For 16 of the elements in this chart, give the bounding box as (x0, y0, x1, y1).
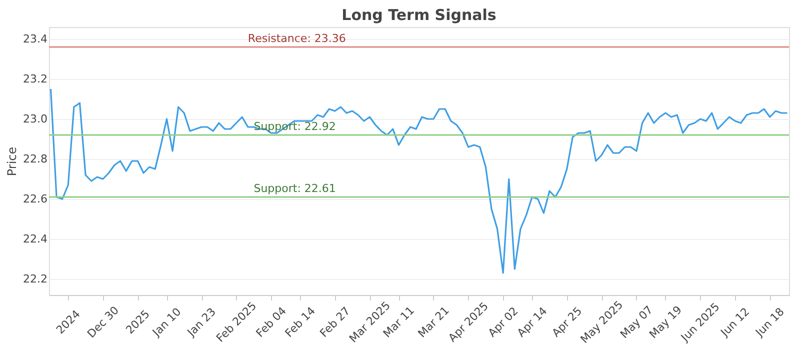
x-tick-label: Dec 30 (84, 304, 122, 340)
x-tick-label: Jun 12 (718, 305, 752, 340)
y-tick-label: 22.2 (23, 272, 48, 286)
y-axis-title: Price (5, 146, 20, 176)
y-tick-label: 23.2 (23, 72, 48, 86)
x-tick-label: Jan 10 (149, 305, 184, 340)
y-tick-label: 23.0 (23, 112, 48, 126)
x-tick-label: Jun 18 (752, 305, 787, 340)
y-tick-label: 22.6 (23, 192, 48, 206)
chart-title: Long Term Signals (342, 6, 496, 24)
ref-line-label: Support: 22.61 (254, 182, 336, 195)
y-tick-label: 22.4 (23, 232, 48, 246)
ref-line-label: Resistance: 23.36 (248, 32, 346, 45)
y-tick-label: 22.8 (23, 152, 48, 166)
y-tick-label: 23.4 (23, 32, 48, 46)
line-series (50, 88, 788, 274)
